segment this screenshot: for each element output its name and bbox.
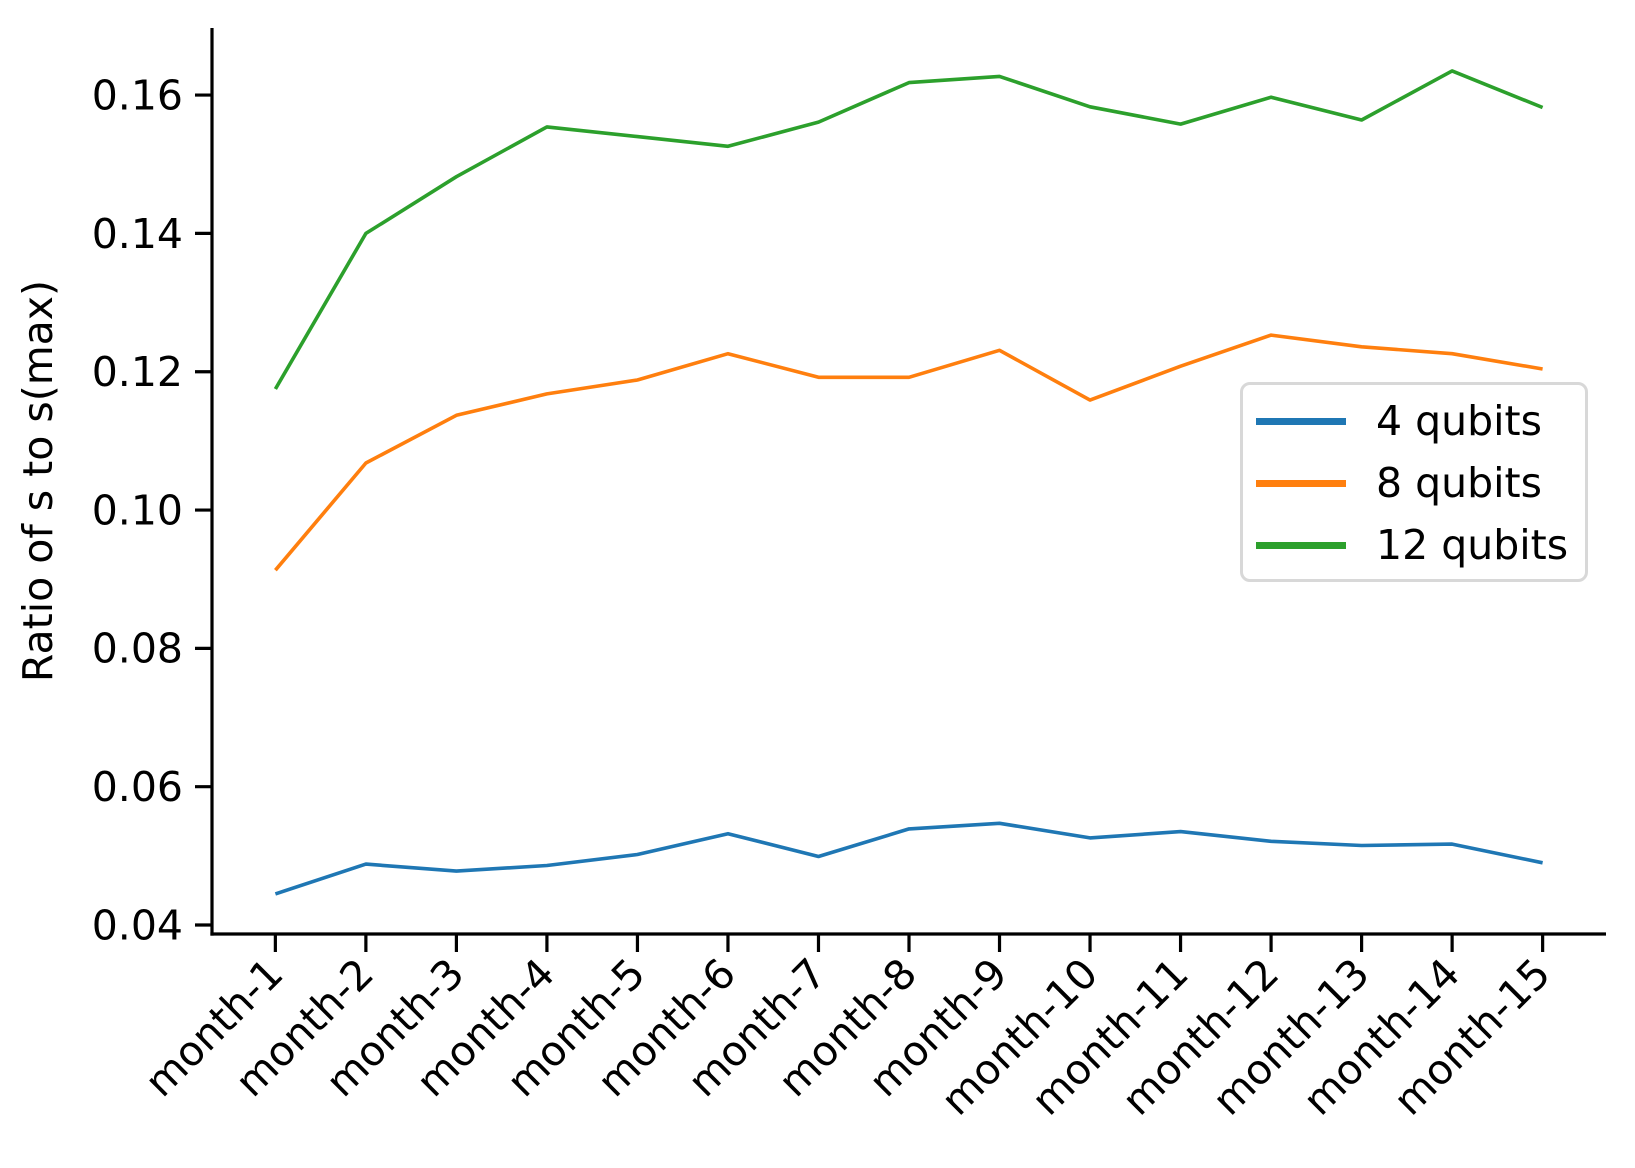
- legend-line-swatch-orange: [1256, 479, 1346, 487]
- legend-line-swatch-green: [1256, 541, 1346, 549]
- y-tick-label: 0.12: [92, 348, 183, 396]
- y-tick-label: 0.04: [92, 901, 183, 949]
- legend-label: 8 qubits: [1376, 459, 1542, 507]
- series-line-12-qubits: [273, 69, 1544, 390]
- y-tick-label: 0.14: [92, 210, 183, 258]
- legend-item-12-qubits: 12 qubits: [1256, 514, 1585, 576]
- y-axis-title: Ratio of s to s(max): [14, 280, 62, 682]
- legend: 4 qubits 8 qubits 12 qubits: [1240, 382, 1588, 582]
- y-tick-label: 0.16: [92, 71, 183, 119]
- series-line-8-qubits: [274, 333, 1543, 572]
- legend-label: 12 qubits: [1376, 521, 1569, 569]
- y-tick-label: 0.10: [92, 486, 183, 534]
- series-line-4-qubits: [274, 821, 1543, 896]
- legend-item-8-qubits: 8 qubits: [1256, 452, 1585, 514]
- y-tick-label: 0.08: [92, 625, 183, 673]
- y-tick-label: 0.06: [92, 763, 183, 811]
- legend-item-4-qubits: 4 qubits: [1256, 390, 1585, 452]
- legend-line-swatch-blue: [1256, 417, 1346, 425]
- legend-label: 4 qubits: [1376, 397, 1542, 445]
